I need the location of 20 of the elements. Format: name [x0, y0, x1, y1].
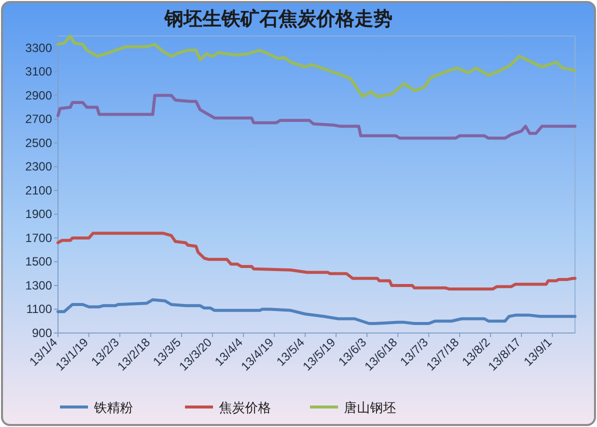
y-tick-label: 2500: [25, 136, 52, 150]
y-tick-label: 2300: [25, 160, 52, 174]
y-tick-label: 2700: [25, 112, 52, 126]
line-series: [56, 34, 576, 98]
line-series: [56, 298, 576, 325]
legend-label: 焦炭价格: [219, 400, 271, 415]
y-tick-label: 1300: [25, 278, 52, 292]
y-tick-label: 1700: [25, 230, 52, 245]
y-tick-label: 1500: [25, 254, 52, 269]
y-tick-label: 3300: [25, 40, 52, 55]
chart-title: 钢坯生铁矿石焦炭价格走势: [164, 8, 392, 30]
y-tick-label: 2900: [25, 88, 52, 102]
legend-label: 唐山钢坯: [344, 400, 396, 415]
y-tick-label: 1100: [26, 302, 52, 316]
legend-label: 铁精粉: [93, 400, 133, 415]
y-tick-label: 900: [32, 326, 52, 340]
y-tick-label: 1900: [25, 207, 52, 222]
line-series: [56, 94, 576, 140]
y-tick-label: 3100: [25, 64, 52, 79]
y-tick-label: 2100: [25, 183, 52, 198]
